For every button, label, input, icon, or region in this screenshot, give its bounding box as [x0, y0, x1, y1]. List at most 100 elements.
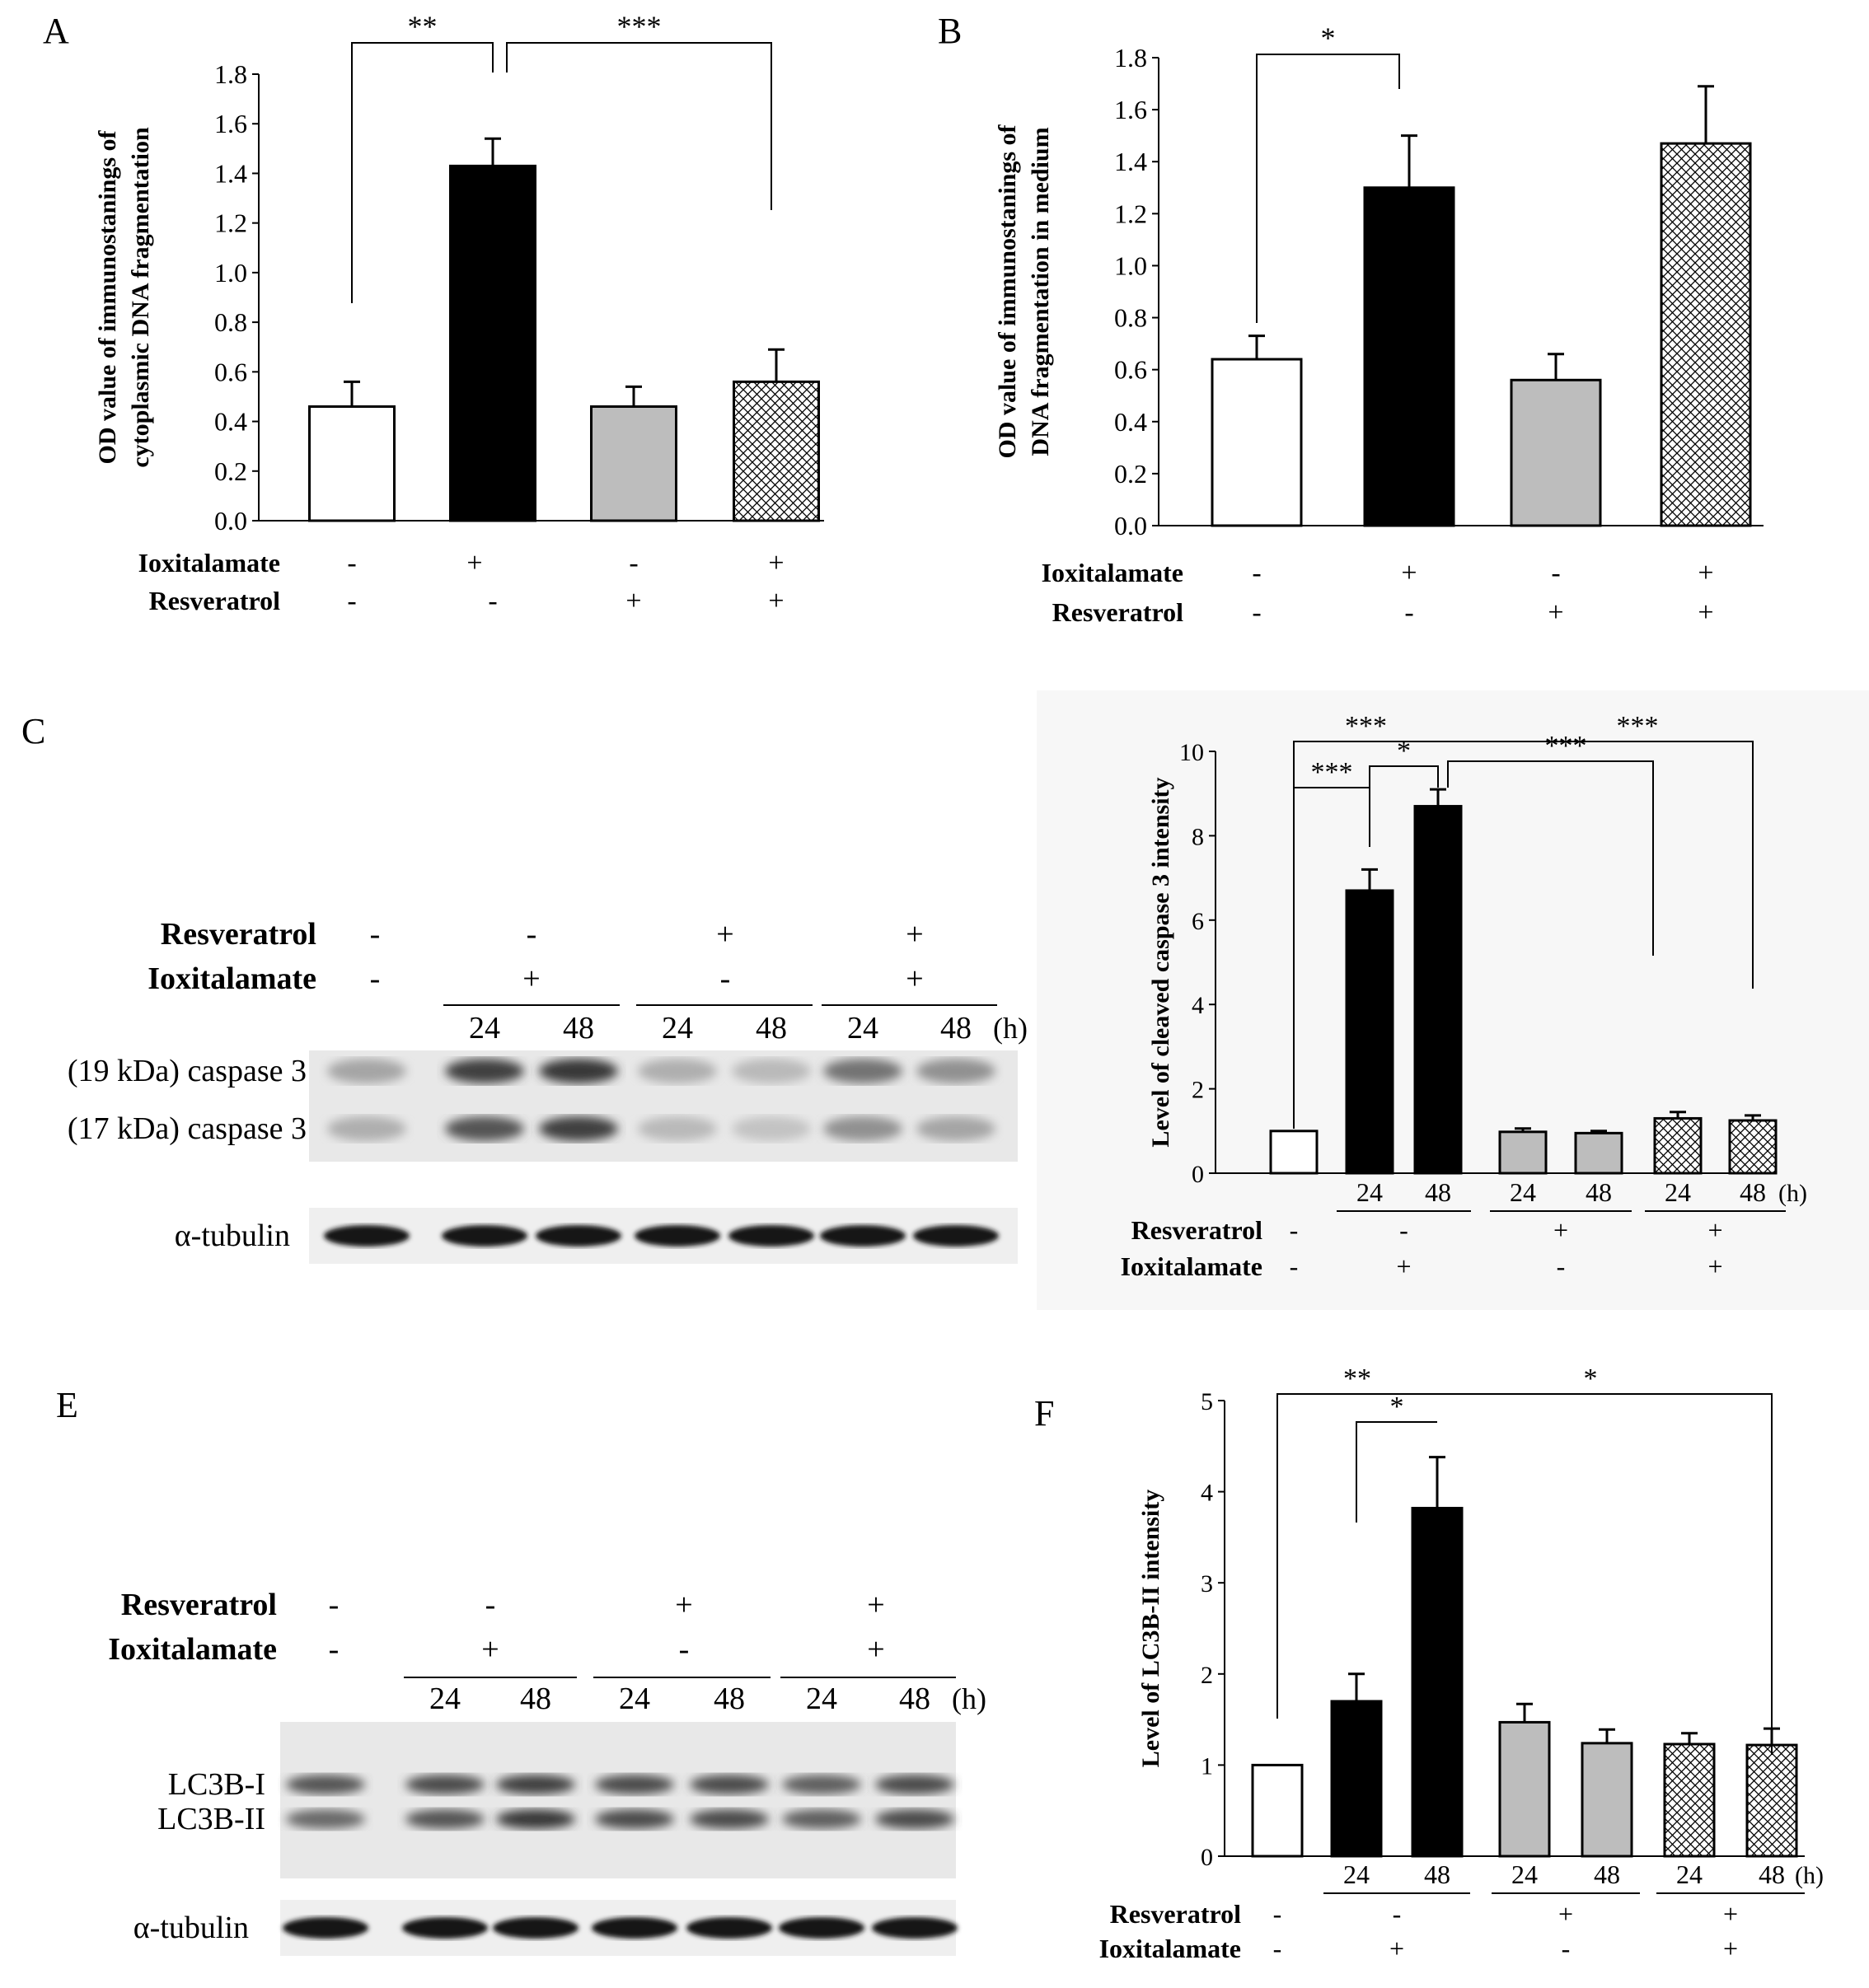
treatment-mark: +	[716, 917, 733, 952]
treatment-mark: -	[629, 548, 638, 578]
panel-letter-a: A	[43, 11, 69, 51]
y-tick-label: 2	[1192, 1077, 1204, 1104]
protein-band	[286, 1775, 365, 1794]
band-label: LC3B-II	[157, 1802, 265, 1836]
y-axis-label: OD value of immunostanings of	[994, 124, 1021, 458]
treatment-mark: -	[1273, 1934, 1282, 1963]
y-axis-label: OD value of immunostanings of	[94, 129, 121, 464]
protein-band	[327, 1059, 406, 1083]
chart-panel-b: 0.0 0.2 0.4 0.6 0.8 1.0 1.2 1.4 1.6 1.8 OD value o…	[994, 21, 1764, 628]
bar	[1363, 186, 1455, 527]
treatment-mark: +	[1707, 1215, 1722, 1245]
hour-label: 24	[469, 1011, 500, 1045]
treatment-mark: +	[1548, 597, 1563, 628]
protein-band	[782, 1775, 861, 1794]
loading-control-label: α-tubulin	[134, 1911, 249, 1945]
bar	[733, 380, 820, 522]
bar	[1728, 1119, 1778, 1175]
hour-label: 24	[1356, 1177, 1383, 1207]
protein-band	[539, 1059, 618, 1083]
y-tick-label: 0.2	[1114, 459, 1147, 489]
treatment-mark: +	[768, 586, 784, 616]
hour-label: 24	[1676, 1859, 1703, 1889]
treatment-label: Resveratrol	[1131, 1215, 1262, 1245]
treatment-mark: +	[768, 548, 784, 578]
y-axis-label: Level of cleaved caspase 3 intensity	[1147, 777, 1174, 1147]
hour-label: 48	[756, 1011, 787, 1045]
treatment-mark: -	[488, 586, 497, 616]
tubulin-band	[872, 1917, 958, 1939]
protein-band	[690, 1809, 769, 1829]
significance-label: *	[1584, 1364, 1598, 1394]
hour-label: 24	[1665, 1177, 1691, 1207]
tubulin-band	[779, 1917, 864, 1939]
hour-label: 48	[1759, 1859, 1785, 1889]
y-axis-label: Level of LC3B-II intensity	[1137, 1490, 1164, 1768]
significance-bracket	[1438, 741, 1754, 989]
significance-label: ***	[1545, 731, 1587, 761]
hour-label: 24	[619, 1682, 650, 1716]
y-tick-label: 0.6	[1114, 355, 1147, 385]
treatment-mark: +	[466, 548, 482, 578]
hour-label: 24	[1510, 1177, 1536, 1207]
hours-unit-label: (h)	[1778, 1180, 1807, 1207]
treatment-mark: -	[329, 1588, 340, 1622]
treatment-mark: -	[1290, 1251, 1299, 1281]
treatment-label: Ioxitalamate	[108, 1632, 277, 1667]
y-tick-label: 5	[1201, 1388, 1213, 1415]
treatment-mark: -	[485, 1588, 496, 1622]
tubulin-band	[592, 1917, 677, 1939]
tubulin-band	[402, 1917, 488, 1939]
significance-bracket	[1369, 765, 1439, 847]
bar	[1653, 1116, 1703, 1175]
hour-label: 48	[520, 1682, 551, 1716]
bar	[1581, 1742, 1633, 1858]
y-tick-label: 1.4	[214, 158, 247, 188]
treatment-label: Resveratrol	[121, 1588, 277, 1622]
bar	[1251, 1763, 1304, 1858]
hour-label: 48	[563, 1011, 594, 1045]
bar	[1345, 889, 1394, 1175]
significance-label: ***	[1345, 711, 1387, 741]
bar	[1269, 1130, 1319, 1175]
bar	[1498, 1720, 1551, 1858]
protein-band	[595, 1775, 674, 1794]
panel-letter-f: F	[1034, 1393, 1054, 1434]
significance-bracket	[351, 42, 494, 303]
y-tick-label: 0.0	[214, 506, 247, 536]
y-axis-label: cytoplasmic DNA fragmentation	[127, 127, 154, 468]
treatment-mark: -	[1399, 1215, 1408, 1245]
tubulin-band	[442, 1225, 527, 1247]
treatment-label: Resveratrol	[149, 586, 280, 615]
hour-label: 24	[806, 1682, 837, 1716]
hour-label: 24	[662, 1011, 693, 1045]
bar	[1498, 1130, 1548, 1175]
y-tick-label: 10	[1179, 739, 1204, 766]
protein-band	[445, 1059, 524, 1083]
hour-label: 48	[1594, 1859, 1620, 1889]
y-tick-label: 1.6	[214, 109, 247, 138]
treatment-label: Resveratrol	[161, 917, 316, 952]
band-label: LC3B-I	[168, 1767, 265, 1802]
treatment-mark: -	[370, 961, 381, 996]
bar	[1211, 358, 1303, 527]
y-tick-label: 0.8	[214, 307, 247, 337]
y-tick-label: 1.8	[1114, 43, 1147, 73]
protein-band	[690, 1775, 769, 1794]
y-tick-label: 0	[1192, 1161, 1204, 1188]
y-tick-label: 1	[1201, 1752, 1213, 1780]
y-tick-label: 1.0	[214, 258, 247, 288]
significance-label: *	[1321, 21, 1336, 54]
hours-unit-label: (h)	[952, 1682, 986, 1715]
y-tick-label: 0	[1201, 1844, 1213, 1871]
treatment-mark: +	[906, 961, 923, 996]
bar	[590, 405, 677, 522]
bar	[1663, 1742, 1716, 1858]
significance-bracket	[1356, 1421, 1437, 1523]
tubulin-band	[635, 1225, 720, 1247]
tubulin-band	[493, 1917, 578, 1939]
treatment-label: Ioxitalamate	[1042, 558, 1183, 587]
protein-band	[286, 1809, 365, 1829]
protein-band	[732, 1059, 811, 1083]
